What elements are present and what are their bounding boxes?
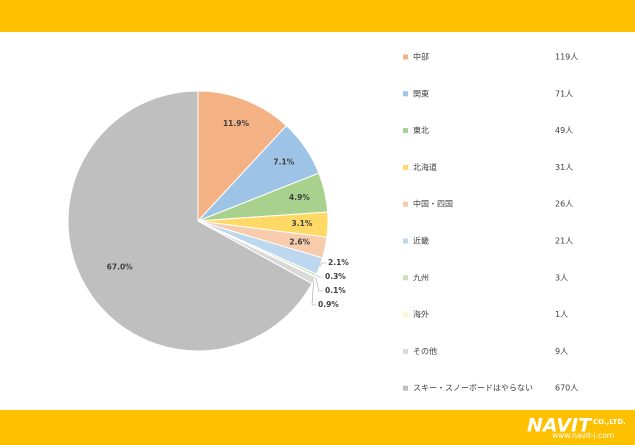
data-label: 11.9% xyxy=(223,119,250,128)
legend-swatch xyxy=(403,164,408,170)
leader-line xyxy=(319,262,326,267)
data-label: 67.0% xyxy=(107,262,134,271)
legend-label: 東北 xyxy=(413,125,429,135)
legend-count: 26人 xyxy=(555,200,573,209)
legend-label: 九州 xyxy=(413,273,429,282)
leader-line xyxy=(311,280,316,306)
legend-count: 49人 xyxy=(555,126,573,135)
leader-line xyxy=(315,274,323,278)
legend-label: その他 xyxy=(413,346,437,356)
legend-swatch xyxy=(403,385,408,391)
url: www.navit-j.com xyxy=(552,431,614,440)
legend-count: 670人 xyxy=(555,384,578,393)
legend-count: 31人 xyxy=(555,163,573,172)
legend-swatch xyxy=(403,54,408,60)
legend-label: 海外 xyxy=(413,309,429,319)
data-label: 3.1% xyxy=(292,219,313,228)
legend-count: 9人 xyxy=(555,347,568,356)
data-label: 0.9% xyxy=(318,300,339,309)
legend-count: 3人 xyxy=(555,273,568,282)
company: CO.,LTD. xyxy=(593,418,626,426)
logo: NAVIT xyxy=(527,415,593,437)
legend-label: 北海道 xyxy=(413,162,437,172)
leader-line xyxy=(315,276,323,292)
data-label: 7.1% xyxy=(273,157,294,166)
footer-bar xyxy=(0,410,635,445)
data-label: 0.1% xyxy=(325,286,346,295)
legend-count: 1人 xyxy=(555,310,568,319)
legend-label: 近畿 xyxy=(413,236,429,246)
legend-swatch xyxy=(403,201,408,207)
legend-count: 21人 xyxy=(555,237,573,246)
pie-slice xyxy=(197,90,288,223)
legend-swatch xyxy=(403,312,408,318)
pie-slice xyxy=(67,90,313,352)
legend-label: 中部 xyxy=(413,52,429,62)
legend-swatch xyxy=(403,275,408,281)
legend-label: 関東 xyxy=(413,88,429,98)
data-label: 2.1% xyxy=(328,258,349,267)
legend-label: 中国・四国 xyxy=(413,199,453,209)
legend-count: 71人 xyxy=(555,89,573,98)
legend-swatch xyxy=(403,91,408,97)
legend-count: 119人 xyxy=(555,53,578,62)
data-label: 0.3% xyxy=(325,272,346,281)
legend-swatch xyxy=(403,238,408,244)
header-bar xyxy=(0,0,635,32)
data-label: 4.9% xyxy=(289,193,310,202)
legend-swatch xyxy=(403,128,408,134)
legend-swatch xyxy=(403,348,408,354)
legend-label: スキー・スノーボードはやらない xyxy=(413,384,533,393)
data-label: 2.6% xyxy=(289,237,310,246)
